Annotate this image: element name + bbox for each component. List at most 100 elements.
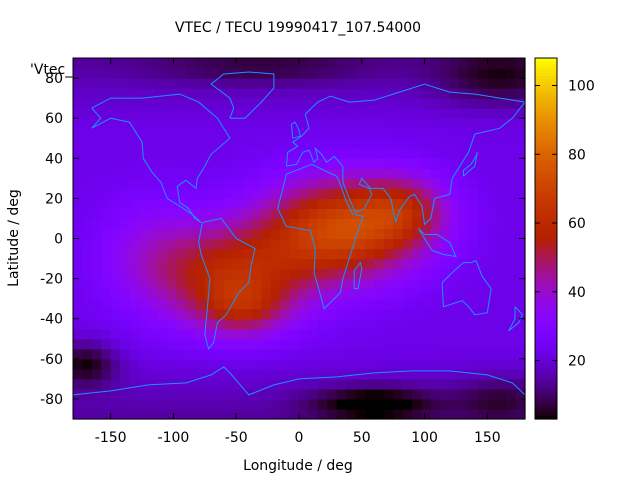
colorbar-segment (535, 190, 557, 194)
heatmap-cell (364, 308, 375, 320)
heatmap-cell (167, 298, 178, 310)
heatmap-cell (204, 258, 215, 270)
heatmap-cell (148, 138, 159, 149)
heatmap-cell (487, 308, 498, 320)
heatmap-cell (374, 78, 385, 89)
heatmap-cell (402, 168, 413, 179)
heatmap-cell (148, 338, 159, 350)
heatmap-cell (233, 128, 244, 139)
colorbar-segment (535, 124, 557, 128)
heatmap-cell (449, 318, 460, 330)
heatmap-cell (496, 88, 507, 99)
heatmap-cell (364, 368, 375, 380)
heatmap-cell (496, 348, 507, 360)
heatmap-cell (308, 218, 319, 230)
heatmap-cell (355, 388, 366, 400)
colorbar-segment (535, 154, 557, 158)
colorbar-segment (535, 76, 557, 80)
heatmap-cell (270, 118, 281, 129)
heatmap-cell (299, 238, 310, 250)
heatmap-cell (430, 108, 441, 119)
colorbar-segment (535, 67, 557, 71)
heatmap-cell (393, 308, 404, 320)
heatmap-cell (327, 278, 338, 290)
heatmap-cell (101, 68, 112, 79)
heatmap-cell (280, 228, 291, 240)
heatmap-cell (299, 118, 310, 129)
heatmap-cell (506, 218, 517, 230)
heatmap-cell (251, 178, 262, 189)
heatmap-cell (346, 88, 357, 99)
heatmap-cell (327, 238, 338, 250)
heatmap-cell (242, 358, 253, 370)
heatmap-cell (449, 188, 460, 199)
heatmap-cell (421, 108, 432, 119)
colorbar-segment (535, 85, 557, 89)
heatmap-cell (120, 358, 131, 370)
heatmap-cell (261, 158, 272, 169)
heatmap-cell (336, 368, 347, 380)
heatmap-cell (233, 88, 244, 99)
heatmap-cell (148, 328, 159, 340)
heatmap-cell (496, 108, 507, 119)
heatmap-cell (468, 168, 479, 179)
heatmap-cell (299, 168, 310, 179)
heatmap-cell (412, 398, 423, 410)
colorbar-segment (535, 373, 557, 378)
heatmap-cell (73, 298, 84, 310)
heatmap-cell (383, 258, 394, 270)
heatmap-cell (157, 358, 168, 370)
heatmap-cell (468, 258, 479, 270)
heatmap-cell (515, 218, 526, 230)
heatmap-cell (412, 78, 423, 89)
heatmap-cell (336, 148, 347, 159)
heatmap-cell (186, 318, 197, 330)
heatmap-cell (157, 158, 168, 169)
heatmap-cell (468, 58, 479, 69)
heatmap-cell (393, 88, 404, 99)
heatmap-cell (440, 258, 451, 270)
heatmap-cell (412, 58, 423, 69)
x-tick-label: 50 (353, 430, 371, 446)
heatmap-cell (242, 68, 253, 79)
heatmap-cell (346, 308, 357, 320)
heatmap-cell (355, 98, 366, 109)
heatmap-cell (157, 118, 168, 129)
heatmap-cell (459, 78, 470, 89)
heatmap-cell (515, 198, 526, 210)
heatmap-cell (477, 318, 488, 330)
heatmap-cell (148, 368, 159, 380)
heatmap-cell (468, 138, 479, 149)
heatmap-cell (393, 168, 404, 179)
heatmap-cell (299, 358, 310, 370)
heatmap-cell (327, 258, 338, 270)
heatmap-cell (496, 278, 507, 290)
heatmap-cell (120, 178, 131, 189)
heatmap-cell (186, 358, 197, 370)
heatmap-cell (91, 378, 102, 390)
heatmap-cell (148, 388, 159, 400)
heatmap-cell (477, 148, 488, 159)
heatmap-cell (270, 168, 281, 179)
heatmap-cell (280, 208, 291, 220)
heatmap-cell (412, 248, 423, 260)
heatmap-cell (430, 208, 441, 220)
heatmap-cell (195, 58, 206, 69)
heatmap-cell (336, 378, 347, 390)
heatmap-cell (506, 288, 517, 300)
colorbar-segment (535, 394, 557, 399)
heatmap-cell (233, 298, 244, 310)
heatmap-cell (138, 138, 149, 149)
heatmap-cell (176, 98, 187, 109)
heatmap-cell (261, 328, 272, 340)
heatmap-cell (412, 148, 423, 159)
heatmap-cell (214, 408, 225, 420)
heatmap-cell (459, 368, 470, 380)
heatmap-cell (120, 58, 131, 69)
heatmap-cell (251, 268, 262, 280)
heatmap-cell (129, 238, 140, 250)
heatmap-cell (101, 168, 112, 179)
heatmap-cell (355, 288, 366, 300)
heatmap-cell (167, 148, 178, 159)
heatmap-cell (317, 128, 328, 139)
